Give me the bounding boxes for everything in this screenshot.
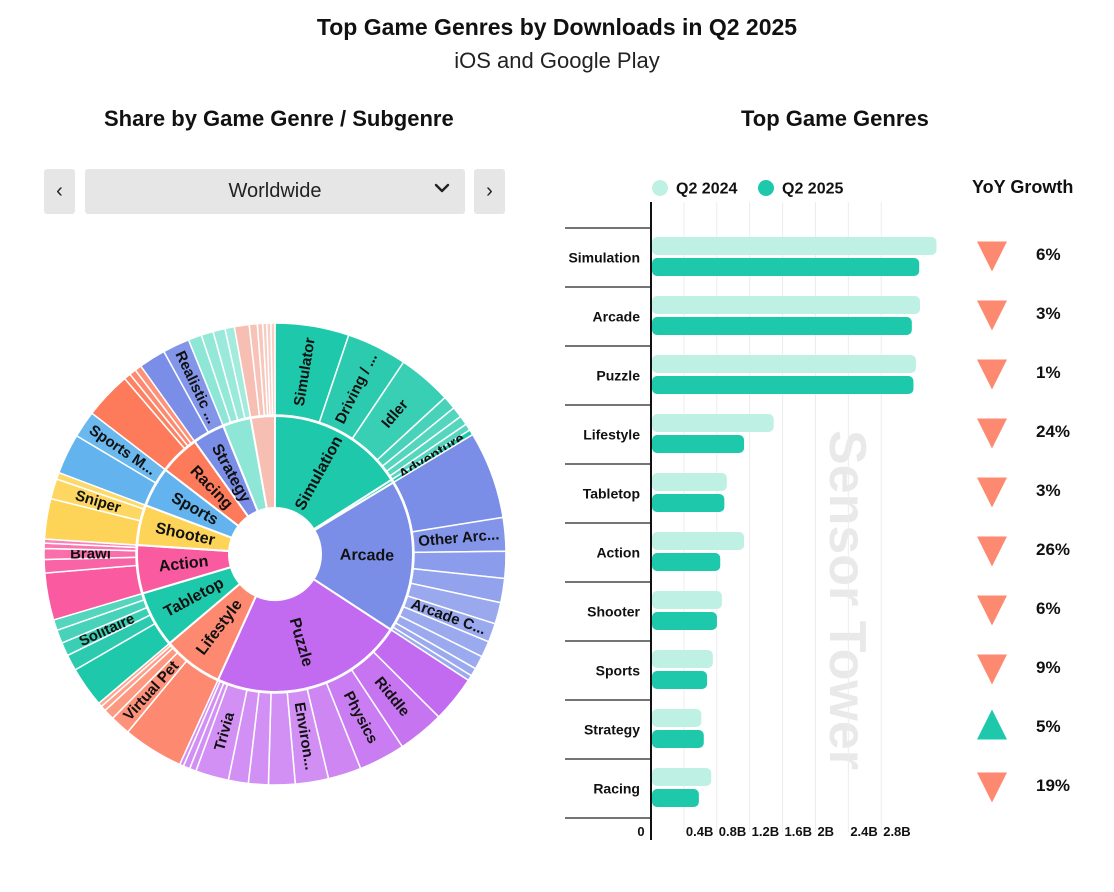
- bar-q2025-6[interactable]: [652, 612, 717, 630]
- genre-slice-3[interactable]: [216, 577, 392, 693]
- bar-q2024-7[interactable]: [652, 650, 713, 668]
- genre-label: Arcade: [340, 547, 395, 565]
- bar-q2024-4[interactable]: [652, 473, 727, 491]
- yoy-growth-value: 26%: [1036, 540, 1070, 559]
- arrow-down-icon: [977, 536, 1007, 567]
- prev-region-button[interactable]: ‹: [44, 169, 75, 214]
- sunburst-title: Share by Game Genre / Subgenre: [104, 106, 454, 131]
- bar-q2024-8[interactable]: [652, 709, 702, 727]
- bar-q2025-0[interactable]: [652, 258, 920, 276]
- legend-dot-q2025: [758, 180, 774, 196]
- chart-subtitle: iOS and Google Play: [454, 48, 660, 73]
- legend-label-q2025: Q2 2025: [782, 181, 843, 198]
- subgenre-slice-12-5[interactable]: [270, 322, 276, 416]
- arrow-down-icon: [977, 359, 1007, 390]
- category-label: Sports: [596, 663, 641, 679]
- arrow-down-icon: [977, 772, 1007, 803]
- bar-chart-title: Top Game Genres: [741, 106, 929, 131]
- x-tick-label: 1.6B: [785, 824, 812, 839]
- bar-q2024-6[interactable]: [652, 591, 722, 609]
- yoy-growth-header: YoY Growth: [972, 177, 1073, 197]
- genre-slice-12[interactable]: [249, 414, 276, 510]
- bar-q2024-0[interactable]: [652, 237, 937, 255]
- x-tick-label: 2.8B: [883, 824, 910, 839]
- category-label: Strategy: [584, 722, 640, 738]
- bar-q2025-8[interactable]: [652, 730, 704, 748]
- category-label: Tabletop: [583, 486, 640, 502]
- legend-dot-q2024: [652, 180, 668, 196]
- arrow-down-icon: [977, 595, 1007, 626]
- category-label: Puzzle: [596, 368, 640, 384]
- bar-q2025-4[interactable]: [652, 494, 725, 512]
- genre-slice-0[interactable]: [274, 414, 393, 531]
- legend-label-q2024: Q2 2024: [676, 181, 737, 198]
- yoy-growth-value: 9%: [1036, 658, 1061, 677]
- arrow-down-icon: [977, 418, 1007, 449]
- yoy-growth-value: 3%: [1036, 481, 1061, 500]
- chart-title: Top Game Genres by Downloads in Q2 2025: [316, 14, 798, 40]
- yoy-growth-value: 19%: [1036, 776, 1070, 795]
- watermark: Sensor Tower: [818, 430, 876, 770]
- bar-q2025-7[interactable]: [652, 671, 708, 689]
- arrow-down-icon: [977, 477, 1007, 508]
- yoy-growth-value: 6%: [1036, 245, 1061, 264]
- bar-q2024-5[interactable]: [652, 532, 745, 550]
- x-tick-label: 1.2B: [752, 824, 779, 839]
- category-label: Shooter: [587, 604, 640, 620]
- bar-q2025-2[interactable]: [652, 376, 914, 394]
- bar-q2024-9[interactable]: [652, 768, 712, 786]
- genre-label: Action: [158, 553, 209, 575]
- category-label: Action: [596, 545, 640, 561]
- bar-q2025-9[interactable]: [652, 789, 699, 807]
- next-region-button[interactable]: ›: [474, 169, 505, 214]
- category-label: Racing: [593, 781, 640, 797]
- category-label: Simulation: [568, 250, 640, 266]
- bar-q2024-3[interactable]: [652, 414, 774, 432]
- arrow-down-icon: [977, 241, 1007, 272]
- bar-q2025-5[interactable]: [652, 553, 721, 571]
- x-tick-label: 2.4B: [850, 824, 877, 839]
- genre-slice-2[interactable]: [312, 481, 414, 631]
- yoy-growth-value: 6%: [1036, 599, 1061, 618]
- bar-q2024-2[interactable]: [652, 355, 916, 373]
- chevron-down-icon: [434, 183, 450, 193]
- region-select[interactable]: Worldwide: [85, 169, 465, 214]
- category-label: Lifestyle: [583, 427, 640, 443]
- x-tick-label: 0.4B: [686, 824, 713, 839]
- yoy-growth-value: 24%: [1036, 422, 1070, 441]
- bar-q2024-1[interactable]: [652, 296, 921, 314]
- x-tick-label: 0.8B: [719, 824, 746, 839]
- bar-chart: Sensor Tower 0 0.4B 0.8B 1.2B 1.6B 2B 2.4B 2.8B S…: [565, 177, 1073, 840]
- x-tick-label: 2B: [817, 824, 834, 839]
- arrow-down-icon: [977, 300, 1007, 331]
- region-select-value: Worldwide: [228, 180, 322, 202]
- category-label: Arcade: [593, 309, 641, 325]
- yoy-growth-value: 5%: [1036, 717, 1061, 736]
- yoy-growth-value: 3%: [1036, 304, 1061, 323]
- arrow-down-icon: [977, 654, 1007, 685]
- x-tick-label: 0: [637, 824, 644, 839]
- yoy-growth-value: 1%: [1036, 363, 1061, 382]
- bar-q2025-3[interactable]: [652, 435, 745, 453]
- bar-q2025-1[interactable]: [652, 317, 912, 335]
- arrow-up-icon: [977, 709, 1007, 740]
- subgenre-label: Other Arc...: [418, 526, 500, 550]
